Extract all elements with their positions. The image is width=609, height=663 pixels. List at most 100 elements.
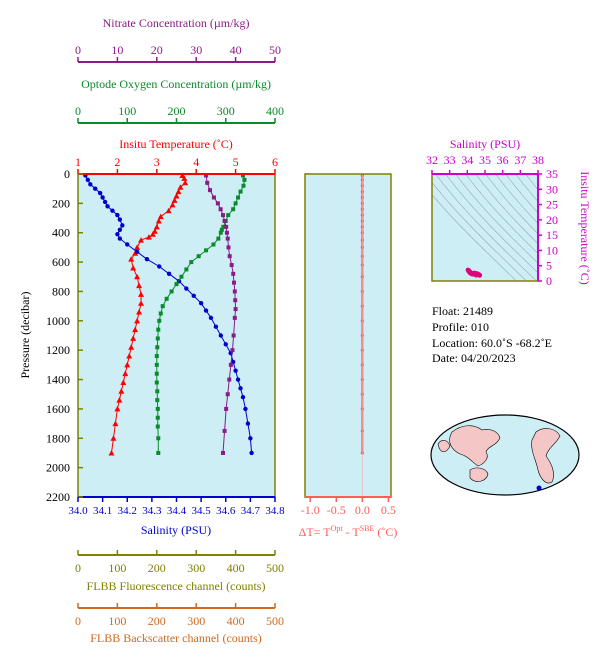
nitrate-data-point: [233, 307, 238, 312]
oxygen-data-point: [155, 406, 160, 411]
inset-x-axis-ticks: 32 33 34 35 36 37 38: [426, 153, 544, 174]
temperature-data-point: [126, 353, 133, 359]
salinity-axis-tick-label: 34.6: [216, 505, 236, 517]
salinity-data-point: [198, 301, 204, 306]
map-land-asia: [449, 425, 501, 467]
backscatter-axis-tick-label: 200: [148, 614, 166, 628]
inset-y-tick-label: 30: [546, 182, 558, 196]
salinity-axis-tick-label: 34.8: [265, 505, 285, 517]
temperature-data-point: [145, 234, 152, 240]
temperature-data-point: [177, 184, 184, 190]
temperature-data-point: [155, 217, 162, 224]
temperature-data-point: [134, 244, 141, 250]
nitrate-data-point: [225, 236, 230, 241]
float-info: Float: 21489 Profile: 010 Location: 60.0…: [432, 304, 552, 365]
salinity-axis-tick-label: 34.5: [192, 505, 212, 517]
nitrate-data-point: [226, 245, 231, 250]
delta-axis-ticks: -1.0 -0.5 0.0 0.5: [301, 497, 396, 517]
pressure-axis-tick-label: 800: [52, 284, 70, 298]
salinity-data-point: [235, 377, 241, 382]
salinity-data-point: [240, 394, 246, 400]
salinity-data-point: [245, 421, 251, 426]
fluorescence-axis-tick-label: 100: [108, 561, 126, 575]
fluorescence-axis-tick-label: 200: [148, 561, 166, 575]
salinity-data-point: [203, 308, 209, 313]
oxygen-data-point: [233, 201, 238, 206]
temperature-axis-ticks: 1 2 3 4 5 6: [75, 155, 278, 174]
nitrate-data-point: [228, 362, 233, 367]
oxygen-data-point: [211, 242, 216, 247]
temperature-data-point: [130, 264, 137, 271]
oxygen-axis: Optode Oxygen Concentration (µm/kg) 0 100…: [75, 77, 284, 124]
inset-y-tick-label: 15: [546, 228, 558, 242]
delta-axis-tick-label: -1.0: [301, 503, 320, 517]
oxygen-data-point: [158, 311, 163, 316]
oxygen-data-point: [204, 248, 209, 253]
temperature-data-point: [112, 420, 119, 427]
inset-x-tick-label: 37: [514, 153, 526, 167]
float-location-marker: [536, 485, 542, 491]
temperature-axis-tick-label: 4: [193, 155, 199, 169]
oxygen-data-point: [155, 345, 160, 350]
nitrate-data-point: [222, 218, 227, 223]
nitrate-axis-tick-label: 20: [151, 43, 163, 57]
temperature-axis: Insitu Temperature (˚C) 1 2 3 4 5 6: [75, 137, 278, 174]
temperature-data-point: [114, 405, 121, 412]
salinity-data-point: [110, 208, 115, 213]
oxygen-axis-ticks: 0 100 200 300 400: [75, 104, 284, 123]
nitrate-data-point: [220, 450, 225, 455]
inset-x-tick-label: 32: [426, 153, 438, 167]
nitrate-axis-tick-label: 40: [230, 43, 242, 57]
oxygen-data-point: [154, 380, 159, 385]
nitrate-data-point: [232, 280, 237, 285]
inset-ts-point: [477, 272, 483, 278]
oxygen-data-point: [155, 389, 160, 394]
nitrate-axis-ticks: 0 10 20 30 40 50: [75, 43, 281, 62]
backscatter-axis-title: FLBB Backscatter channel (counts): [90, 631, 262, 645]
temperature-data-point: [138, 291, 145, 297]
temperature-axis-tick-label: 5: [233, 155, 239, 169]
fluorescence-axis-tick-label: 300: [187, 561, 205, 575]
temperature-data-point: [173, 193, 180, 199]
oxygen-data-point: [226, 213, 231, 218]
oxygen-data-point: [184, 267, 189, 272]
map-land-africa: [437, 440, 451, 453]
salinity-data-point: [223, 342, 228, 347]
salinity-axis-tick-label: 34.0: [68, 505, 88, 517]
salinity-data-point: [144, 256, 150, 262]
oxygen-axis-title: Optode Oxygen Concentration (µm/kg): [81, 77, 271, 91]
temperature-data-point: [122, 370, 129, 377]
temperature-data-point: [153, 223, 160, 230]
salinity-data-point: [166, 271, 172, 277]
map-land-australia: [469, 467, 489, 482]
inset-y-tick-label: 0: [546, 274, 552, 288]
fluorescence-axis: 0 100 200 300 400 500 FLBB Fluorescence chann…: [75, 550, 284, 593]
pressure-axis-ticks: 0 200 400 600 800 1000 1200 1400 1600 1800 2000 220…: [46, 167, 310, 504]
salinity-data-point: [85, 177, 91, 183]
salinity-data-point: [134, 249, 140, 255]
salinity-axis-tick-label: 34.4: [167, 505, 187, 517]
temperature-axis-tick-label: 3: [154, 155, 160, 169]
world-map: [430, 414, 580, 496]
oxygen-data-point: [219, 227, 224, 232]
nitrate-data-point: [227, 254, 232, 259]
oxygen-data-point: [155, 398, 160, 403]
inset-density-contour: [525, 174, 538, 191]
oxygen-data-point: [196, 254, 201, 259]
salinity-data-point: [88, 182, 93, 187]
temperature-data-point: [169, 201, 176, 208]
oxygen-data-point: [155, 336, 160, 341]
temperature-data-point: [118, 388, 125, 394]
temperature-data-point: [181, 175, 188, 181]
pressure-axis-tick-label: 400: [52, 226, 70, 240]
oxygen-data-point: [156, 327, 161, 332]
delta-plot-area: [360, 173, 364, 497]
nitrate-data-point: [232, 289, 237, 294]
nitrate-data-point: [231, 271, 236, 276]
inset-y-tick-label: 20: [546, 213, 558, 227]
pressure-axis-title: Pressure (decibar): [18, 292, 32, 379]
inset-ts-point: [466, 269, 472, 275]
salinity-data-point: [105, 204, 110, 209]
